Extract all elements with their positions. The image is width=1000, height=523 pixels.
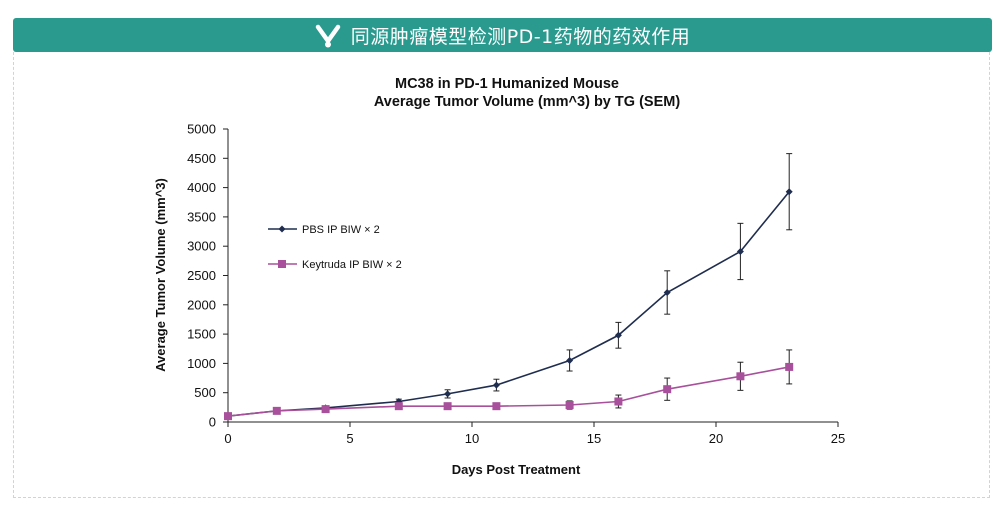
chart-legend: PBS IP BIW × 2 Keytruda IP BIW × 2	[268, 224, 402, 271]
data-point-marker	[785, 188, 793, 196]
y-tick-label: 2000	[187, 297, 216, 312]
data-point-marker	[278, 225, 286, 233]
check-heart-icon	[315, 24, 340, 48]
y-axis-label: Average Tumor Volume (mm^3)	[153, 178, 168, 372]
legend-item-2: Keytruda IP BIW × 2	[268, 259, 402, 271]
y-tick-label: 3000	[187, 239, 216, 254]
x-tick-label: 25	[831, 431, 845, 446]
y-tick-label: 0	[209, 415, 216, 430]
chart-axes: 0 500 1000 1500 2000 2500 3000 3500 4000 4500 5000…	[187, 122, 845, 447]
y-tick-label: 1000	[187, 356, 216, 371]
data-point-marker	[736, 372, 745, 381]
data-point-marker	[663, 288, 671, 296]
x-axis-label: Days Post Treatment	[452, 462, 581, 477]
x-tick-label: 10	[465, 431, 479, 446]
banner-title: 同源肿瘤模型检测PD-1药物的药效作用	[350, 25, 691, 48]
data-point-marker	[566, 356, 574, 364]
y-tick-label: 2500	[187, 268, 216, 283]
y-tick-label: 3500	[187, 209, 216, 224]
data-point-marker	[492, 402, 501, 411]
series-1	[224, 153, 793, 420]
y-tick-label: 500	[194, 385, 216, 400]
legend-label: Keytruda IP BIW × 2	[302, 259, 402, 271]
data-point-marker	[443, 402, 452, 411]
chart-plot-area	[224, 153, 794, 421]
legend-label: PBS IP BIW × 2	[302, 224, 380, 236]
data-point-marker	[614, 331, 622, 339]
chart-subtitle: Average Tumor Volume (mm^3) by TG (SEM)	[374, 94, 680, 110]
data-point-marker	[736, 247, 744, 255]
data-point-marker	[224, 412, 232, 421]
series-2	[224, 349, 794, 421]
data-point-marker	[785, 362, 794, 371]
data-point-marker	[394, 402, 403, 411]
data-point-marker	[492, 381, 500, 389]
header-banner: 同源肿瘤模型检测PD-1药物的药效作用	[13, 18, 992, 52]
chart-title: MC38 in PD-1 Humanized Mouse	[395, 76, 619, 92]
data-point-marker	[614, 397, 623, 406]
x-tick-label: 0	[224, 431, 231, 446]
data-point-marker	[278, 260, 286, 268]
x-tick-label: 20	[709, 431, 723, 446]
data-point-marker	[321, 405, 330, 414]
data-point-marker	[272, 406, 281, 415]
y-tick-label: 5000	[187, 122, 216, 137]
y-tick-label: 4500	[187, 151, 216, 166]
data-point-marker	[565, 401, 574, 410]
legend-item-1: PBS IP BIW × 2	[268, 224, 380, 236]
chart-panel	[13, 52, 990, 498]
data-point-marker	[444, 390, 452, 398]
y-tick-label: 4000	[187, 180, 216, 195]
y-tick-label: 1500	[187, 327, 216, 342]
x-tick-label: 15	[587, 431, 601, 446]
data-point-marker	[663, 385, 672, 394]
x-tick-label: 5	[346, 431, 353, 446]
